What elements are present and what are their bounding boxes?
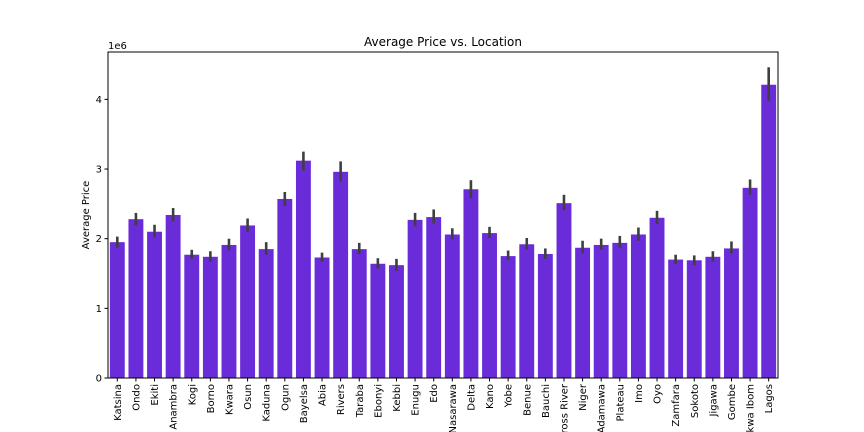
x-tick-label: Delta bbox=[466, 384, 477, 411]
x-tick-label: Nasarawa bbox=[448, 384, 459, 432]
bar-osun bbox=[240, 225, 256, 378]
x-tick-label: Benue bbox=[522, 384, 533, 416]
x-tick-label: Ekiti bbox=[150, 384, 161, 406]
bar-rivers bbox=[333, 171, 349, 378]
bar-ogun bbox=[277, 198, 293, 378]
bar-katsina bbox=[109, 242, 125, 378]
x-tick-label: Bayelsa bbox=[299, 384, 310, 423]
bar-plateau bbox=[612, 242, 628, 378]
bar-akwa-ibom bbox=[742, 187, 758, 378]
x-tick-label: Ondo bbox=[131, 384, 142, 411]
x-tick-label: Adamawa bbox=[597, 384, 608, 432]
x-tick-label: Rivers bbox=[336, 384, 347, 415]
x-tick-label: Kaduna bbox=[262, 384, 273, 422]
x-tick-label: Anambra bbox=[169, 384, 180, 430]
bar-anambra bbox=[165, 215, 181, 378]
bar-ondo bbox=[128, 219, 144, 378]
bar-ekiti bbox=[147, 231, 162, 378]
y-tick-label: 1 bbox=[96, 304, 102, 315]
x-tick-label: Yobe bbox=[504, 384, 515, 408]
x-tick-label: Oyo bbox=[653, 384, 664, 404]
x-tick-label: Ebonyi bbox=[373, 384, 384, 418]
x-tick-label: Kwara bbox=[224, 384, 235, 415]
bar-benue bbox=[519, 244, 535, 378]
x-axis: Katsina Ondo Ekiti Anambra Kogi Borno Kwara Osu… bbox=[113, 378, 775, 432]
x-tick-label: Taraba bbox=[355, 384, 366, 418]
y-axis: 0 1 2 3 4 bbox=[96, 95, 108, 385]
bar-yobe bbox=[500, 256, 516, 378]
bar-kaduna bbox=[258, 249, 274, 378]
bar-ebonyi bbox=[370, 263, 386, 378]
x-tick-label: Imo bbox=[634, 384, 645, 403]
x-tick-label: Kebbi bbox=[392, 384, 403, 412]
bar-sokoto bbox=[686, 260, 702, 378]
bar-gombe bbox=[724, 248, 739, 378]
bar-adamawa bbox=[593, 244, 609, 378]
bar-jigawa bbox=[705, 256, 721, 378]
plot-frame bbox=[107, 51, 779, 379]
x-tick-label: Edo bbox=[429, 384, 440, 403]
bar-edo bbox=[426, 217, 442, 378]
x-tick-label: Abia bbox=[318, 384, 329, 406]
bar-lagos bbox=[761, 84, 777, 379]
bar-delta bbox=[463, 189, 479, 378]
bar-nasarawa bbox=[444, 234, 460, 378]
bar-kano bbox=[482, 233, 497, 378]
x-tick-label: Lagos bbox=[764, 384, 775, 413]
bar-oyo bbox=[649, 217, 665, 378]
bar-enugu bbox=[407, 219, 423, 378]
bar-taraba bbox=[351, 249, 367, 378]
x-tick-label: Akwa Ibom bbox=[746, 384, 757, 432]
bar-kwara bbox=[221, 244, 237, 378]
x-tick-label: Plateau bbox=[615, 384, 626, 421]
bar-cross-river bbox=[556, 203, 572, 378]
y-tick-label: 2 bbox=[96, 234, 102, 245]
x-tick-label: Katsina bbox=[113, 384, 124, 421]
chart-title: Average Price vs. Location bbox=[364, 35, 522, 49]
x-tick-label: Bauchi bbox=[541, 384, 552, 418]
error-bars-group bbox=[116, 67, 770, 271]
bar-imo bbox=[630, 234, 646, 378]
y-axis-label: Average Price bbox=[81, 181, 92, 250]
x-tick-label: Kogi bbox=[187, 384, 198, 405]
bar-zamfara bbox=[668, 259, 684, 378]
y-offset-label: 1e6 bbox=[108, 41, 127, 52]
x-tick-label: Jigawa bbox=[708, 384, 719, 418]
bar-borno bbox=[202, 256, 218, 378]
y-tick-label: 3 bbox=[96, 165, 102, 176]
bar-bayelsa bbox=[295, 160, 311, 378]
x-tick-label: Osun bbox=[243, 384, 254, 410]
bars-group bbox=[109, 84, 777, 379]
x-tick-label: Niger bbox=[578, 383, 589, 411]
bar-abia bbox=[314, 257, 330, 378]
x-tick-label: Ogun bbox=[280, 384, 291, 411]
x-tick-label: Gombe bbox=[727, 384, 738, 420]
x-tick-label: Zamfara bbox=[671, 384, 682, 427]
x-tick-label: Kano bbox=[485, 384, 496, 409]
y-tick-label: 0 bbox=[96, 374, 102, 385]
bar-bauchi bbox=[537, 254, 553, 378]
bar-niger bbox=[575, 247, 591, 378]
x-tick-label: Borno bbox=[206, 384, 217, 413]
bar-kebbi bbox=[389, 265, 404, 378]
y-tick-label: 4 bbox=[96, 95, 102, 106]
bar-kogi bbox=[184, 254, 200, 378]
x-tick-label: Cross River bbox=[559, 383, 570, 432]
x-tick-label: Enugu bbox=[411, 384, 422, 416]
x-tick-label: Sokoto bbox=[690, 384, 701, 418]
